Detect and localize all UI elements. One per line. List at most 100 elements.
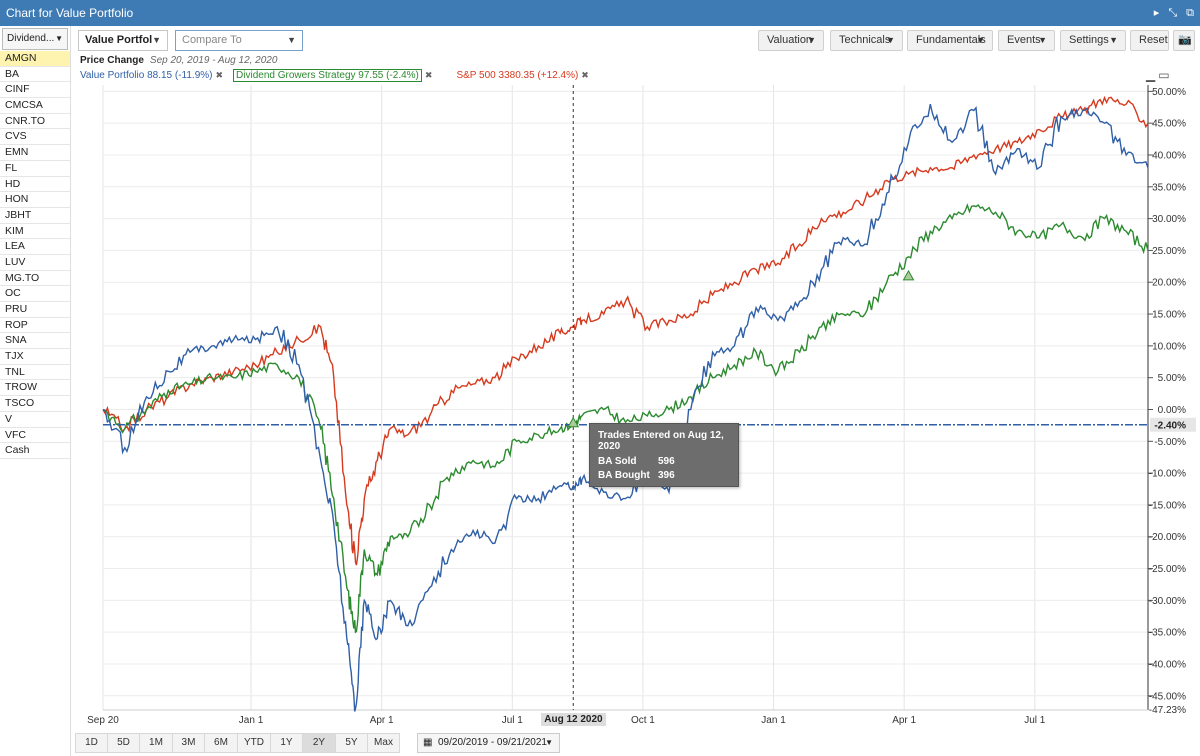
holding-item[interactable]: JBHT <box>0 208 70 224</box>
legend-value-portfolio[interactable]: Value Portfolio 88.15 (-11.9%) ✖ <box>80 70 223 81</box>
x-tick-label: Jul 1 <box>502 715 524 726</box>
y-tick-label: 25.00% <box>1152 246 1186 257</box>
range-button[interactable]: 5Y <box>335 733 368 753</box>
y-tick-label: 20.00% <box>1152 278 1186 289</box>
holding-item[interactable]: EMN <box>0 145 70 161</box>
remove-series-icon[interactable]: ✖ <box>424 69 433 80</box>
collapse-icon[interactable]: ⤡ <box>1168 7 1178 19</box>
holding-item[interactable]: Cash <box>0 443 70 459</box>
range-button[interactable]: 1Y <box>270 733 303 753</box>
minimize-icon[interactable]: ▁ <box>1146 68 1156 82</box>
range-button[interactable]: 1D <box>75 733 108 753</box>
trade-marker <box>902 269 915 281</box>
holding-item[interactable]: V <box>0 412 70 428</box>
holding-item[interactable]: SNA <box>0 333 70 350</box>
window-title: Chart for Value Portfolio <box>6 6 134 20</box>
holding-item[interactable]: BA <box>0 67 70 83</box>
holding-item[interactable]: ROP <box>0 318 70 334</box>
date-range-value: 09/20/2019 - 09/21/2021 <box>438 737 547 748</box>
legend-sp500[interactable]: S&P 500 3380.35 (+12.4%) ✖ <box>456 70 588 81</box>
valuation-button[interactable]: Valuation ▼ <box>758 30 824 51</box>
y-tick-label: -20.00% <box>1149 532 1186 543</box>
chevron-down-icon: ▼ <box>1109 35 1118 45</box>
holding-item[interactable]: OC <box>0 286 70 302</box>
settings-label: Settings <box>1069 34 1109 46</box>
y-min-label: -47.23% <box>1149 705 1186 716</box>
crosshair-x-label: Aug 12 2020 <box>541 713 606 726</box>
holding-item[interactable]: FL <box>0 161 70 177</box>
holding-item[interactable]: TROW <box>0 380 70 397</box>
x-tick-label: Apr 1 <box>370 715 394 726</box>
trades-tooltip: Trades Entered on Aug 12, 2020 BA Sold 59… <box>589 423 739 487</box>
holding-item[interactable]: KIM <box>0 224 70 240</box>
camera-button[interactable]: 📷 <box>1173 30 1195 51</box>
legend-value-portfolio-label: Value Portfolio 88.15 (-11.9%) <box>80 69 213 81</box>
y-tick-label: 15.00% <box>1152 310 1186 321</box>
next-icon[interactable]: ▸ <box>1153 7 1160 19</box>
legend-dividend-growers[interactable]: Dividend Growers Strategy 97.55 (-2.4%) <box>233 68 422 82</box>
holding-item[interactable]: HD <box>0 177 70 193</box>
events-button[interactable]: Events ▼ <box>998 30 1055 51</box>
range-button[interactable]: YTD <box>237 733 271 753</box>
holdings-sidebar: Dividend... ▼ AMGN BA CINF CMCSA CNR.TO CVS EM… <box>0 26 71 756</box>
remove-series-icon[interactable]: ✖ <box>581 69 589 80</box>
range-button[interactable]: Max <box>367 733 400 753</box>
holding-item[interactable]: TJX <box>0 349 70 365</box>
y-tick-label: 30.00% <box>1152 214 1186 225</box>
technicals-button[interactable]: Technicals ▼ <box>830 30 903 51</box>
compare-to-input[interactable]: Compare To ▼ <box>175 30 303 51</box>
chart-window-controls: ▁ ▭ <box>1146 68 1170 82</box>
portfolio-filter-select[interactable]: Dividend... ▼ <box>2 28 68 50</box>
range-button[interactable]: 2Y <box>302 733 336 753</box>
chart-legend: Value Portfolio 88.15 (-11.9%) ✖ Dividend… <box>80 68 599 82</box>
x-tick-label: Jan 1 <box>761 715 786 726</box>
y-tick-label: 45.00% <box>1152 119 1186 130</box>
price-change-label: Price Change <box>80 55 144 66</box>
holding-item[interactable]: PRU <box>0 302 70 318</box>
holding-item[interactable]: LEA <box>0 239 70 255</box>
settings-button[interactable]: Settings ▼ <box>1060 30 1126 51</box>
holding-item[interactable]: CNR.TO <box>0 114 70 130</box>
tooltip-row-sold: BA Sold 596 <box>598 455 730 469</box>
y-tick-label: -25.00% <box>1149 564 1186 575</box>
chevron-down-icon: ▼ <box>1038 35 1047 45</box>
maximize-icon[interactable]: ▭ <box>1158 68 1170 82</box>
tooltip-row-value: 596 <box>658 456 675 467</box>
holding-item[interactable]: TNL <box>0 365 70 381</box>
holding-item[interactable]: MG.TO <box>0 271 70 287</box>
camera-icon: 📷 <box>1178 34 1192 46</box>
y-tick-label: -40.00% <box>1149 659 1186 670</box>
popout-icon[interactable]: ⧉ <box>1186 7 1194 19</box>
y-tick-label: 10.00% <box>1152 341 1186 352</box>
holding-item[interactable]: CMCSA <box>0 98 70 114</box>
holdings-list: AMGN BA CINF CMCSA CNR.TO CVS EMN FL HD HON JBHT KI… <box>0 51 70 459</box>
holding-item[interactable]: HON <box>0 192 70 208</box>
fundamentals-button[interactable]: Fundamentals ▼ <box>907 30 993 51</box>
remove-series-icon[interactable]: ✖ <box>215 69 224 80</box>
holding-item[interactable]: TSCO <box>0 396 70 412</box>
holding-item[interactable]: VFC <box>0 428 70 444</box>
price-change-header: Price Change Sep 20, 2019 - Aug 12, 2020 <box>80 55 277 66</box>
range-button[interactable]: 6M <box>204 733 238 753</box>
date-range-picker[interactable]: ▦ 09/20/2019 - 09/21/2021 ▼ <box>417 733 560 753</box>
valuation-label: Valuation <box>767 34 813 46</box>
holding-item[interactable]: AMGN <box>0 51 70 67</box>
range-button[interactable]: 5D <box>107 733 140 753</box>
reset-button[interactable]: Reset <box>1130 30 1169 51</box>
range-button[interactable]: 1M <box>139 733 173 753</box>
portfolio-filter-label: Dividend... <box>7 33 55 44</box>
fundamentals-label: Fundamentals <box>916 34 986 46</box>
range-button[interactable]: 3M <box>172 733 205 753</box>
y-tick-label: 5.00% <box>1158 373 1186 384</box>
holding-item[interactable]: LUV <box>0 255 70 271</box>
holding-item[interactable]: CVS <box>0 129 70 146</box>
reset-label: Reset <box>1139 34 1168 46</box>
chevron-down-icon: ▼ <box>287 35 296 45</box>
holding-item[interactable]: CINF <box>0 82 70 99</box>
portfolio-select[interactable]: Value Portfol ▼ <box>78 30 168 51</box>
events-label: Events <box>1007 34 1041 46</box>
y-tick-label: 50.00% <box>1152 87 1186 98</box>
chevron-down-icon: ▼ <box>886 35 895 45</box>
technicals-label: Technicals <box>839 34 891 46</box>
